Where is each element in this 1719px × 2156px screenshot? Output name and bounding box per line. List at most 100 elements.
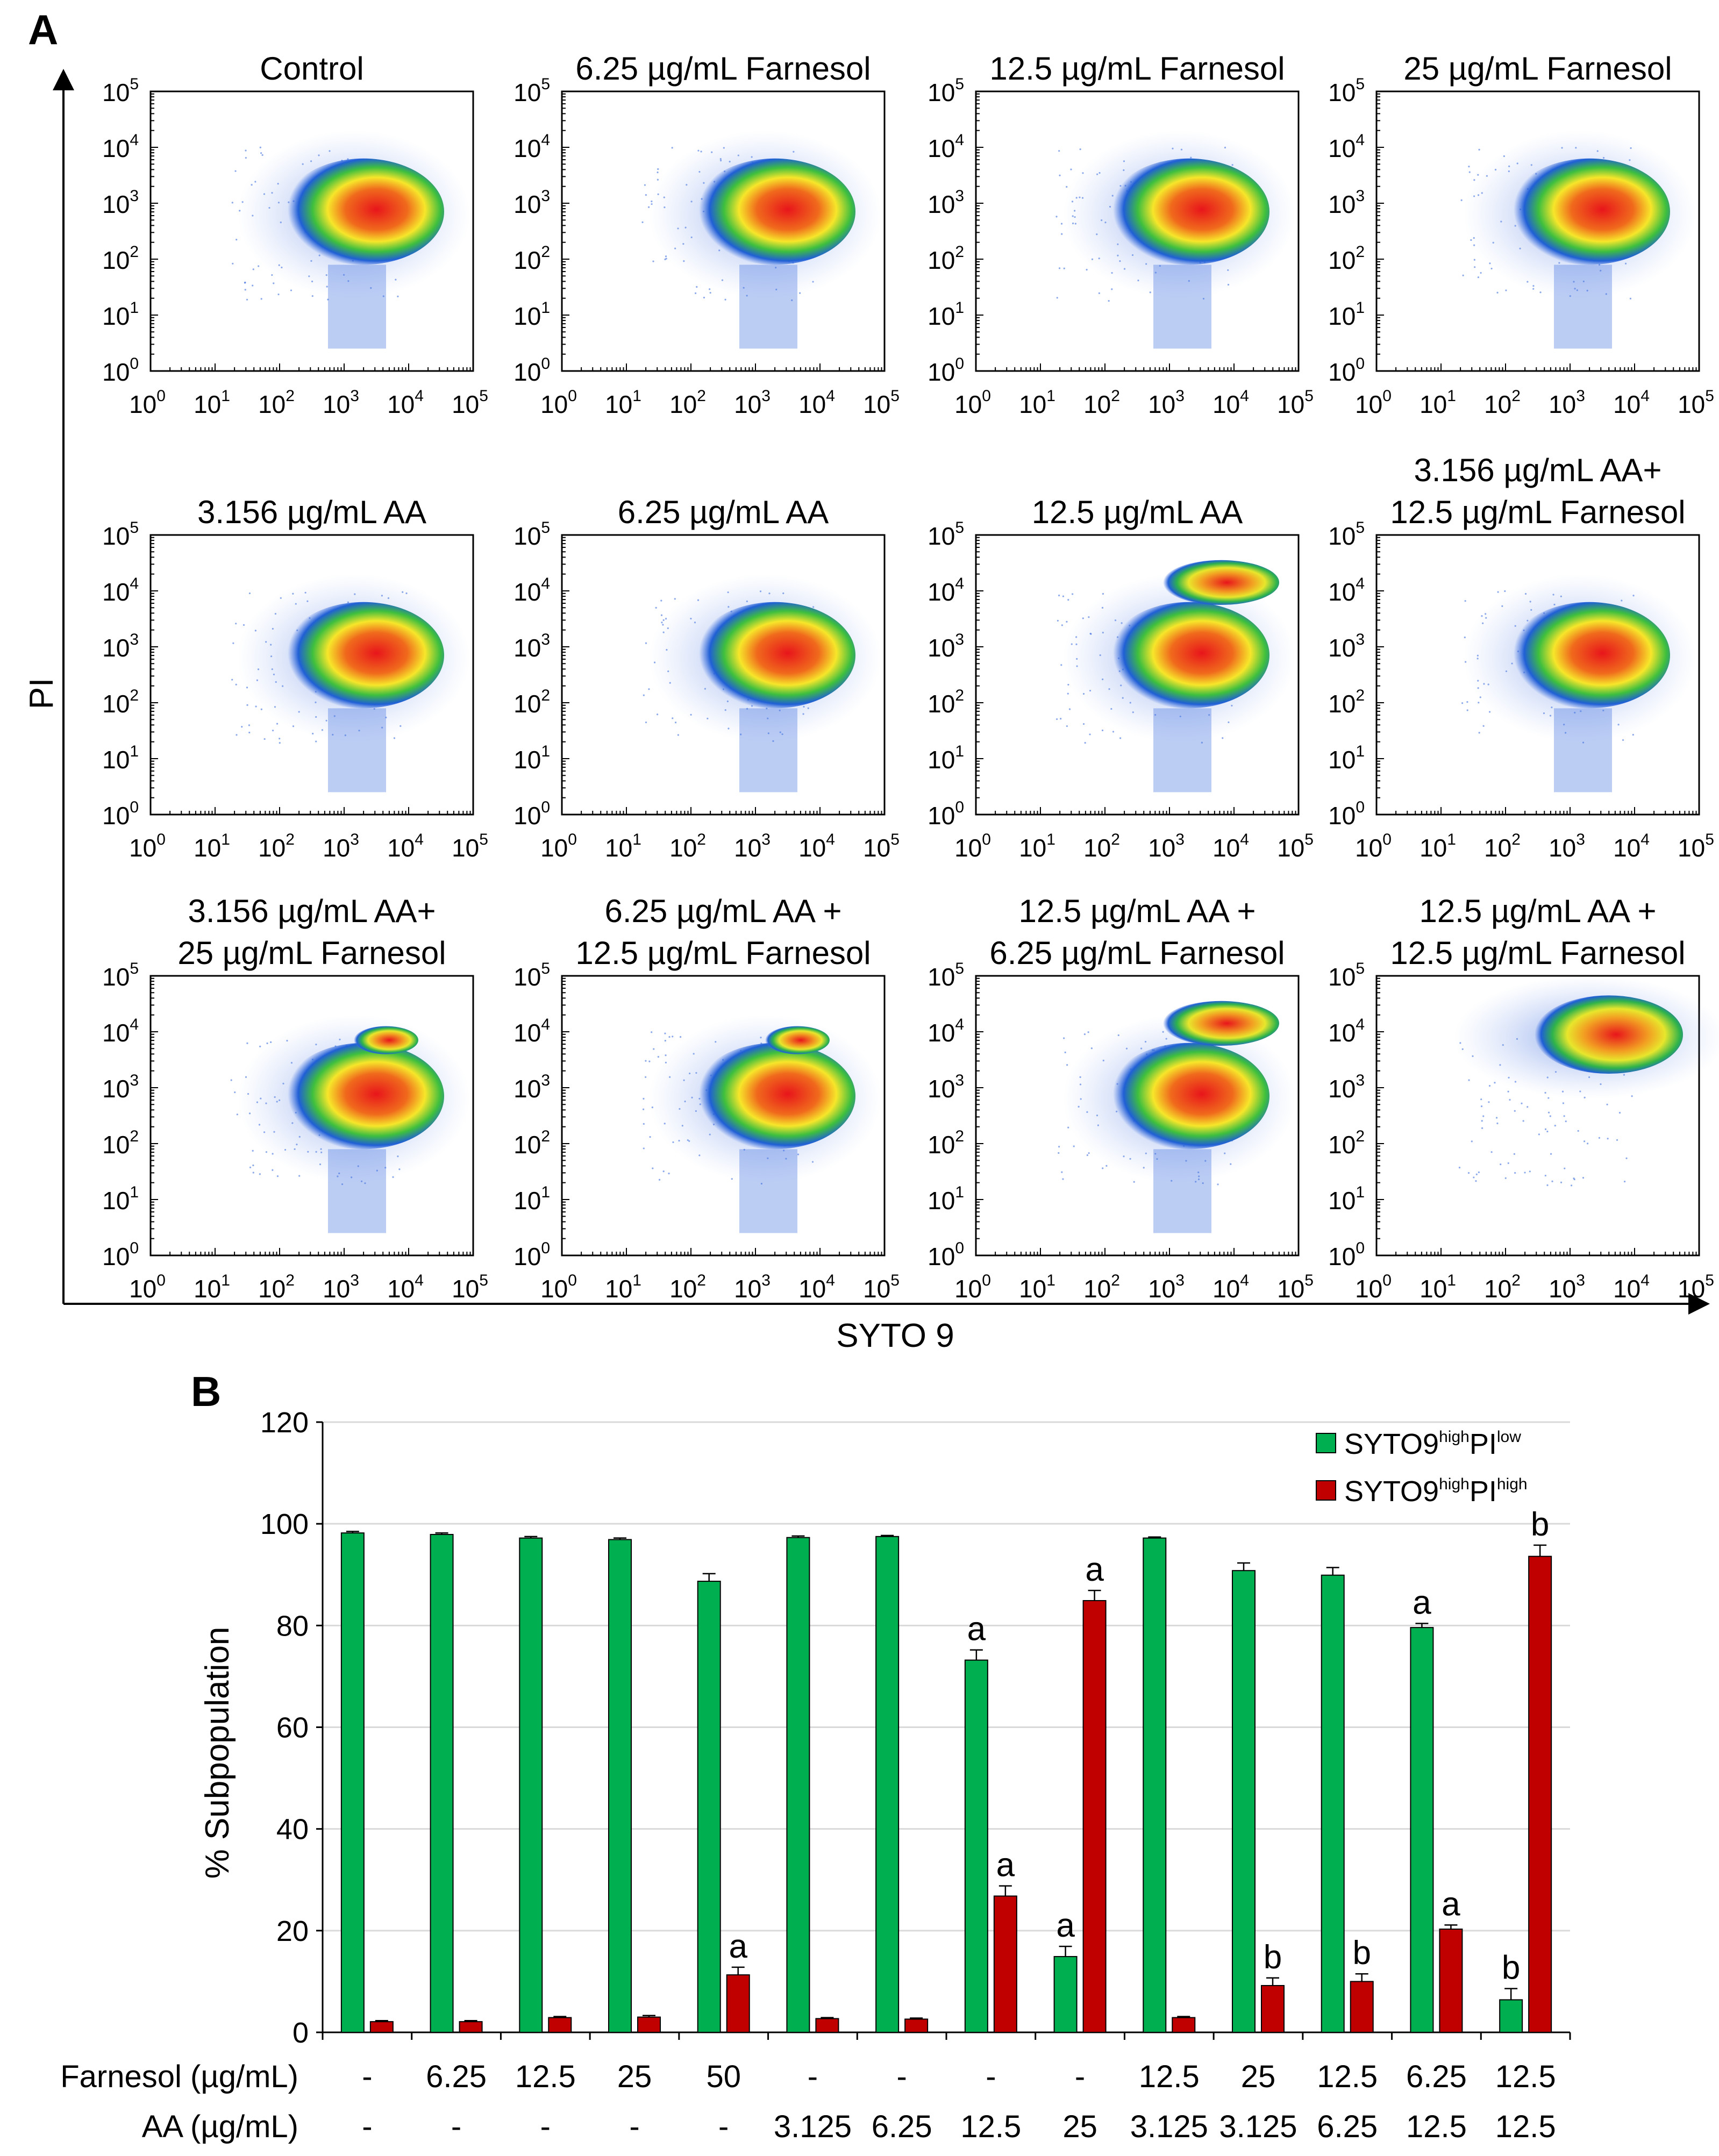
flow-x-tick-label-base: 10 [452, 834, 479, 862]
flow-x-tick-label-exp: 5 [1705, 387, 1714, 405]
flow-y-tick-label-base: 10 [102, 690, 130, 718]
flow-event-dot [1059, 174, 1061, 176]
flow-event-dot [235, 683, 237, 686]
flow-event-dot [1063, 1037, 1065, 1039]
flow-x-tick-label: 104 [1613, 1272, 1650, 1303]
flow-event-dot [1538, 1133, 1540, 1136]
flow-event-dot [1480, 1098, 1482, 1101]
flow-x-tick-label-exp: 1 [221, 1272, 230, 1289]
flow-event-dot [1547, 1097, 1550, 1099]
flow-x-tick-label-base: 10 [1277, 390, 1304, 418]
bar-dead [815, 2018, 839, 2033]
flow-event-dot [341, 1183, 344, 1186]
flow-y-tick-label-base: 10 [1328, 190, 1356, 218]
aa-value: 12.5 [1406, 2109, 1467, 2144]
flow-x-tick-label: 105 [863, 387, 900, 418]
flow-x-tick-label: 103 [1148, 1272, 1185, 1303]
flow-event-dot [1514, 1110, 1516, 1112]
flow-x-tick-label-exp: 0 [156, 387, 166, 405]
flow-x-tick-label: 100 [1355, 1272, 1392, 1303]
flow-y-tick-label-exp: 0 [1356, 1239, 1365, 1257]
flow-event-dot [1102, 1167, 1104, 1169]
flow-event-dot [1088, 1152, 1090, 1154]
flow-y-tick-label-exp: 2 [541, 243, 550, 261]
flow-x-tick-label: 103 [323, 831, 359, 862]
legend-green-sup1: high [1439, 1428, 1470, 1446]
flow-x-tick-label: 105 [863, 831, 900, 862]
flow-plot: 12.5 µg/mL AA +12.5 µg/mL Farnesol100100… [1328, 893, 1719, 1303]
flow-event-dot [643, 1097, 645, 1100]
flow-y-tick-label-exp: 0 [1356, 355, 1365, 373]
flow-x-tick-label-exp: 3 [761, 831, 771, 848]
flow-event-dot [1460, 199, 1463, 202]
flow-y-tick-label-base: 10 [1328, 1187, 1356, 1215]
flow-event-dot [1495, 1117, 1498, 1119]
flow-x-tick-label: 102 [258, 387, 295, 418]
flow-x-tick-label-exp: 5 [1705, 831, 1714, 848]
flow-event-dot [1481, 1120, 1483, 1122]
flow-event-dot [1551, 1180, 1553, 1182]
flow-x-tick-label-base: 10 [1019, 834, 1046, 862]
flow-event-dot [1481, 1127, 1483, 1129]
flow-y-tick-label-exp: 3 [130, 1072, 139, 1089]
significance-label: a [1413, 1584, 1431, 1622]
flow-event-dot [1464, 600, 1466, 602]
flow-event-dot [1582, 741, 1585, 744]
flow-x-tick-label: 100 [129, 1272, 166, 1303]
flow-event-dot [1494, 1082, 1496, 1084]
flow-event-dot [1497, 591, 1499, 593]
flow-y-tick-label-base: 10 [928, 1019, 955, 1047]
flow-y-tick-label-base: 10 [102, 746, 130, 774]
flow-y-tick-label-base: 10 [928, 246, 955, 274]
flow-x-tick-label-exp: 2 [697, 1272, 706, 1289]
flow-event-dot [246, 298, 248, 301]
flow-x-tick-label-base: 10 [129, 1275, 156, 1303]
flow-y-tick-label-exp: 5 [955, 519, 964, 537]
flow-y-tick-label-exp: 2 [1356, 687, 1365, 704]
flow-event-dot [1067, 1126, 1069, 1129]
flow-x-tick-label: 103 [1549, 1272, 1585, 1303]
flow-x-tick-label-base: 10 [1148, 834, 1175, 862]
flow-y-tick-label-base: 10 [102, 1187, 130, 1215]
flow-y-tick-label: 101 [102, 743, 139, 774]
flow-x-tick-label-exp: 3 [1576, 1272, 1585, 1289]
flow-y-tick-label: 105 [928, 960, 964, 991]
panel-b-letter: B [191, 1368, 221, 1415]
flow-x-tick-label-exp: 5 [1304, 387, 1314, 405]
flow-x-tick-label-base: 10 [1613, 390, 1640, 418]
flow-plot: 12.5 µg/mL Farnesol100100101101102102103… [928, 51, 1314, 418]
flow-event-dot [1564, 1167, 1566, 1169]
flow-x-tick-label-base: 10 [129, 390, 156, 418]
aa-value: 6.25 [872, 2109, 932, 2144]
flow-y-tick-label: 100 [102, 798, 139, 830]
population-live [283, 158, 444, 265]
flow-x-tick-label-exp: 3 [1175, 387, 1185, 405]
flow-x-tick-label: 103 [1148, 831, 1185, 862]
flow-y-tick-label-exp: 2 [1356, 1127, 1365, 1145]
aa-value: 12.5 [1495, 2109, 1556, 2144]
flow-plot: 6.25 µg/mL Farnesol100100101101102102103… [513, 51, 900, 418]
flow-event-dot [1496, 291, 1499, 294]
flow-x-tick-label-base: 10 [1019, 390, 1046, 418]
flow-y-tick-label: 105 [928, 75, 964, 106]
flow-x-tick-label-base: 10 [1019, 1275, 1046, 1303]
flow-event-dot [674, 722, 677, 724]
flow-event-dot [652, 1167, 654, 1169]
flow-y-tick-label: 104 [513, 1016, 550, 1047]
flow-y-tick-label: 101 [928, 743, 964, 774]
bar-live [964, 1659, 988, 2033]
aa-value: 3.125 [774, 2109, 852, 2144]
flow-x-tick-label: 103 [734, 1272, 771, 1303]
flow-event-dot [1068, 708, 1071, 710]
flow-y-tick-label-base: 10 [102, 134, 130, 162]
flow-x-tick-label-exp: 5 [479, 1272, 488, 1289]
flow-event-dot [1217, 1183, 1219, 1186]
flow-event-dot [645, 1076, 647, 1078]
aa-value: 3.125 [1219, 2109, 1297, 2144]
flow-y-tick-label-base: 10 [513, 746, 541, 774]
flow-event-dot [1086, 269, 1088, 271]
population-tail [1554, 265, 1612, 349]
flow-event-dot [1624, 1180, 1626, 1183]
flow-x-tick-label-exp: 2 [286, 387, 295, 405]
